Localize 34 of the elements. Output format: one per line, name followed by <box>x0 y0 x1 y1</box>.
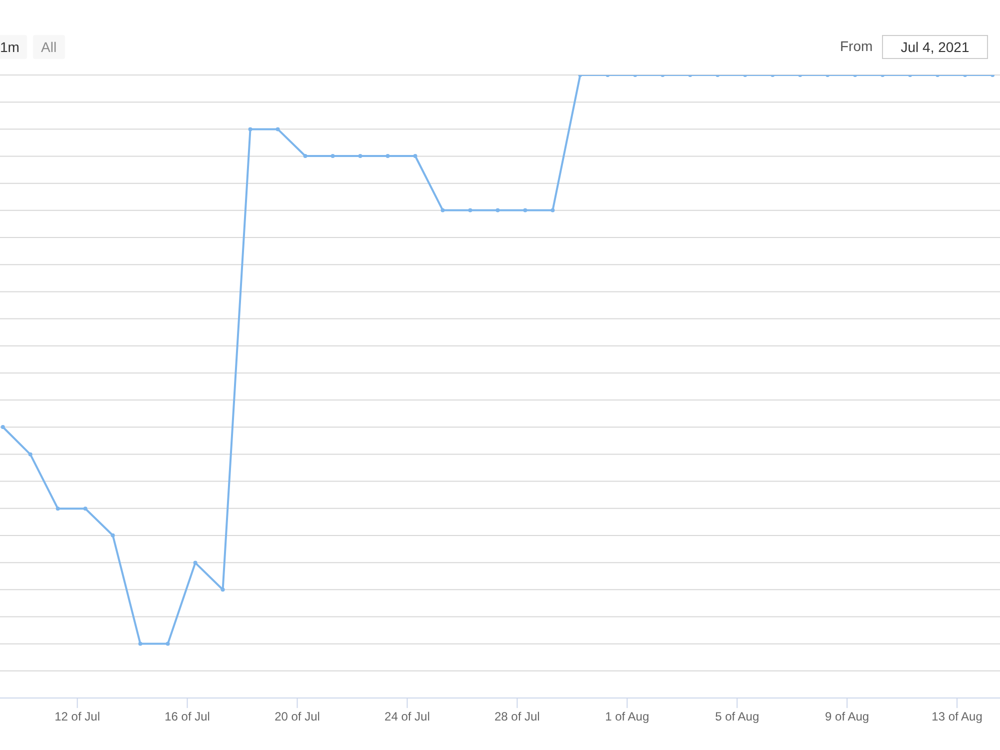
x-tick-label: 5 of Aug <box>715 710 760 724</box>
text: From <box>840 38 873 54</box>
point <box>413 154 418 158</box>
point <box>303 154 308 158</box>
x-tick-label: 20 of Jul <box>274 710 320 724</box>
point <box>523 208 528 212</box>
x-tick-label: 24 of Jul <box>384 710 430 724</box>
point <box>496 208 500 212</box>
point <box>358 154 362 158</box>
x-tick-label: 28 of Jul <box>494 710 540 724</box>
point <box>110 533 115 538</box>
x-tick-label: 12 of Jul <box>54 710 100 724</box>
point <box>386 154 390 158</box>
point <box>550 208 555 212</box>
point <box>28 452 32 456</box>
x-tick-label: 13 of Aug <box>932 710 982 724</box>
point <box>166 642 170 646</box>
range-button: All <box>33 35 65 59</box>
point <box>0 424 5 429</box>
point <box>276 127 280 132</box>
point <box>193 560 198 565</box>
x-tick-label: 9 of Aug <box>825 710 870 724</box>
date-field: Jul 4, 2021 <box>882 35 988 59</box>
x-tick-label: 16 of Jul <box>164 710 210 724</box>
point <box>138 642 142 646</box>
point <box>220 588 225 592</box>
range-button: 1m <box>0 35 28 59</box>
point <box>440 208 445 212</box>
point <box>468 208 472 212</box>
point <box>56 506 60 511</box>
point <box>248 127 252 132</box>
point <box>330 154 335 158</box>
point <box>83 506 88 511</box>
x-tick-label: 1 of Aug <box>605 710 650 724</box>
